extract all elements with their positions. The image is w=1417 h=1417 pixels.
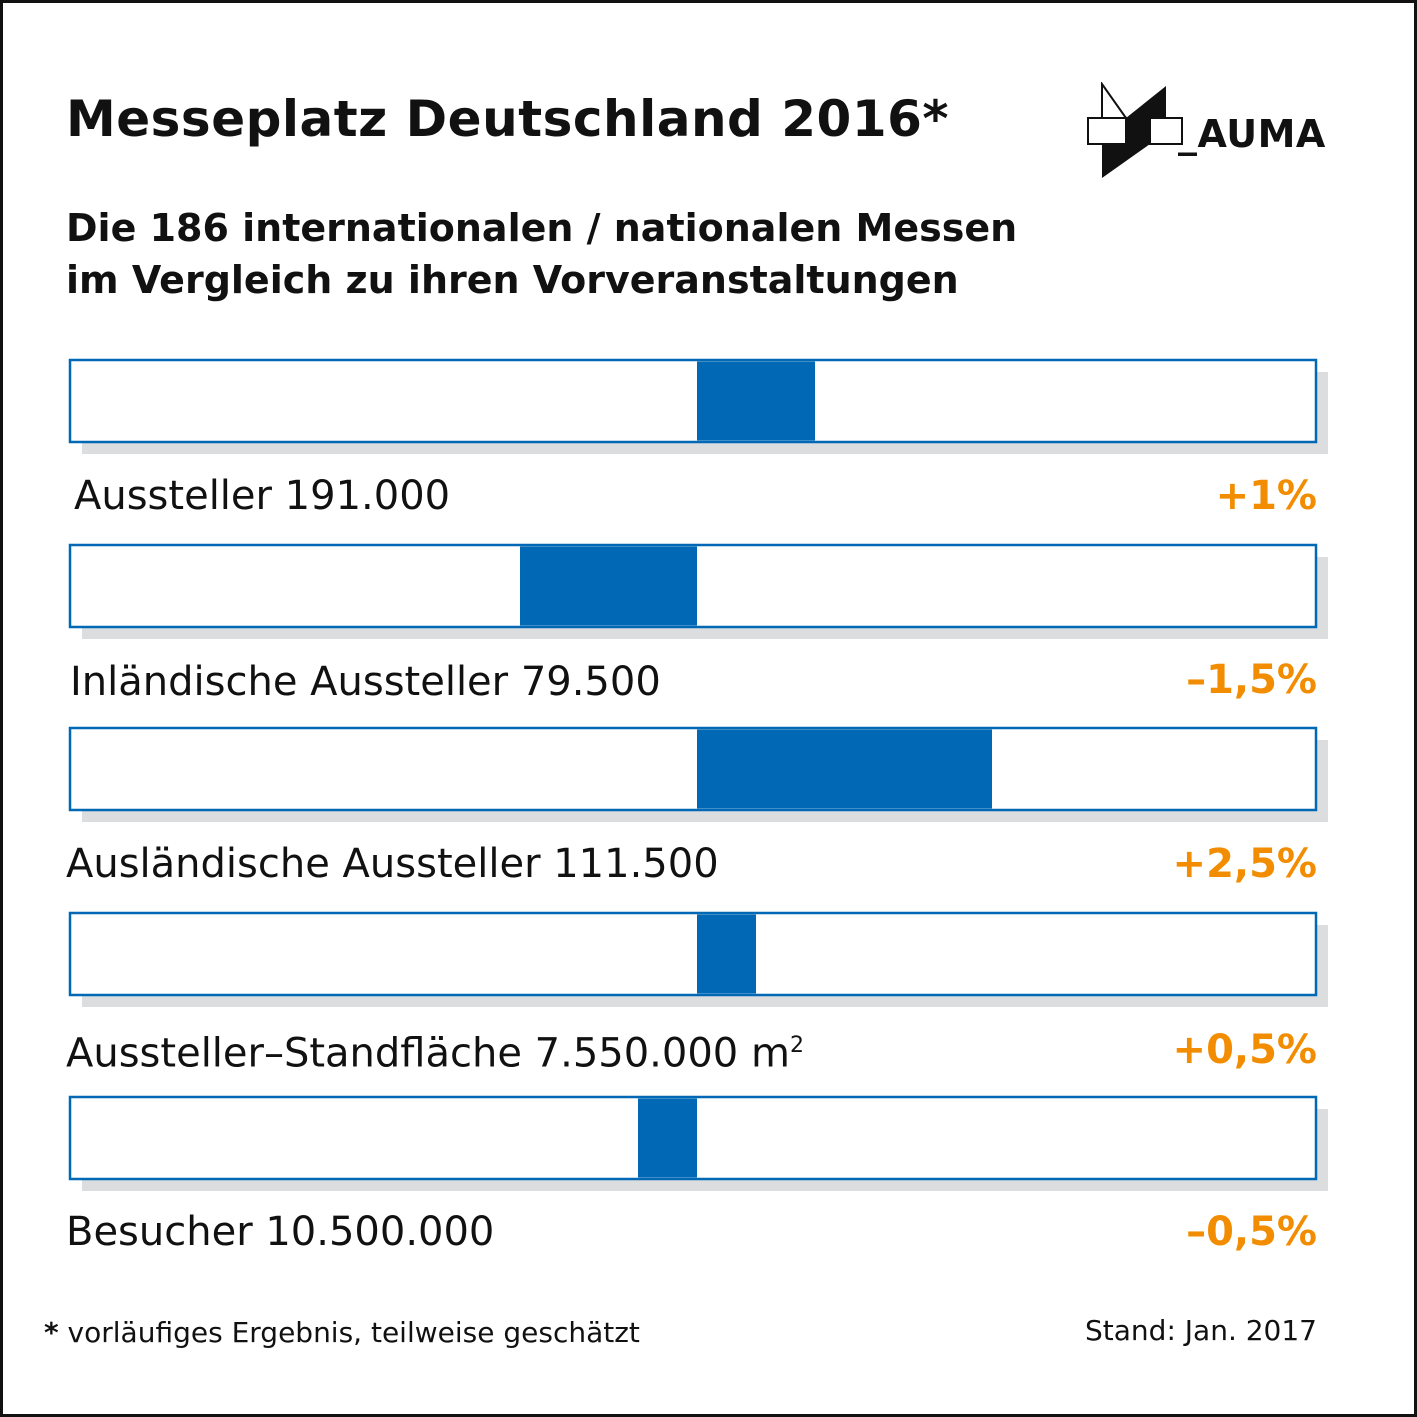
bar-auslaendische-aussteller — [697, 729, 992, 809]
auma-logo-text: _AUMA — [1178, 112, 1326, 156]
subtitle-line-2: im Vergleich zu ihren Vorveranstaltungen — [66, 258, 959, 302]
footnote-text: vorläufiges Ergebnis, teilweise geschätz… — [58, 1316, 640, 1349]
row-change-auslaendische-aussteller: +2,5% — [1172, 841, 1317, 887]
footnote-marker: * — [44, 1316, 59, 1349]
row-label-standflaeche-text: Aussteller–Standfläche 7.550.000 m — [66, 1030, 790, 1077]
row-change-standflaeche: +0,5% — [1172, 1027, 1317, 1073]
row-change-inlaendische-aussteller: –1,5% — [1186, 657, 1317, 703]
row-label-besucher: Besucher 10.500.000 — [66, 1209, 495, 1255]
bar-aussteller — [697, 361, 815, 441]
auma-logo-icon — [1087, 82, 1183, 178]
row-change-besucher: –0,5% — [1186, 1209, 1317, 1255]
row-label-aussteller: Aussteller 191.000 — [74, 473, 451, 519]
bar-track-auslaendische-aussteller — [68, 726, 1318, 812]
page-title: Messeplatz Deutschland 2016* — [66, 90, 950, 148]
bar-standflaeche — [697, 914, 756, 994]
stand-date: Stand: Jan. 2017 — [1085, 1314, 1317, 1347]
row-label-inlaendische-aussteller: Inländische Aussteller 79.500 — [70, 659, 661, 705]
row-label-standflaeche: Aussteller–Standfläche 7.550.000 m2 — [66, 1026, 804, 1073]
row-label-standflaeche-sup: 2 — [789, 1033, 804, 1058]
bar-track-standflaeche — [68, 911, 1318, 997]
footnote: * vorläufiges Ergebnis, teilweise geschä… — [44, 1316, 640, 1349]
subtitle: Die 186 internationalen / nationalen Mes… — [66, 202, 1017, 306]
row-change-aussteller: +1% — [1215, 473, 1317, 519]
bar-track-aussteller — [68, 358, 1318, 444]
subtitle-line-1: Die 186 internationalen / nationalen Mes… — [66, 206, 1018, 250]
row-label-auslaendische-aussteller: Ausländische Aussteller 111.500 — [66, 841, 719, 887]
bar-inlaendische-aussteller — [520, 546, 697, 626]
bar-besucher — [638, 1098, 697, 1178]
